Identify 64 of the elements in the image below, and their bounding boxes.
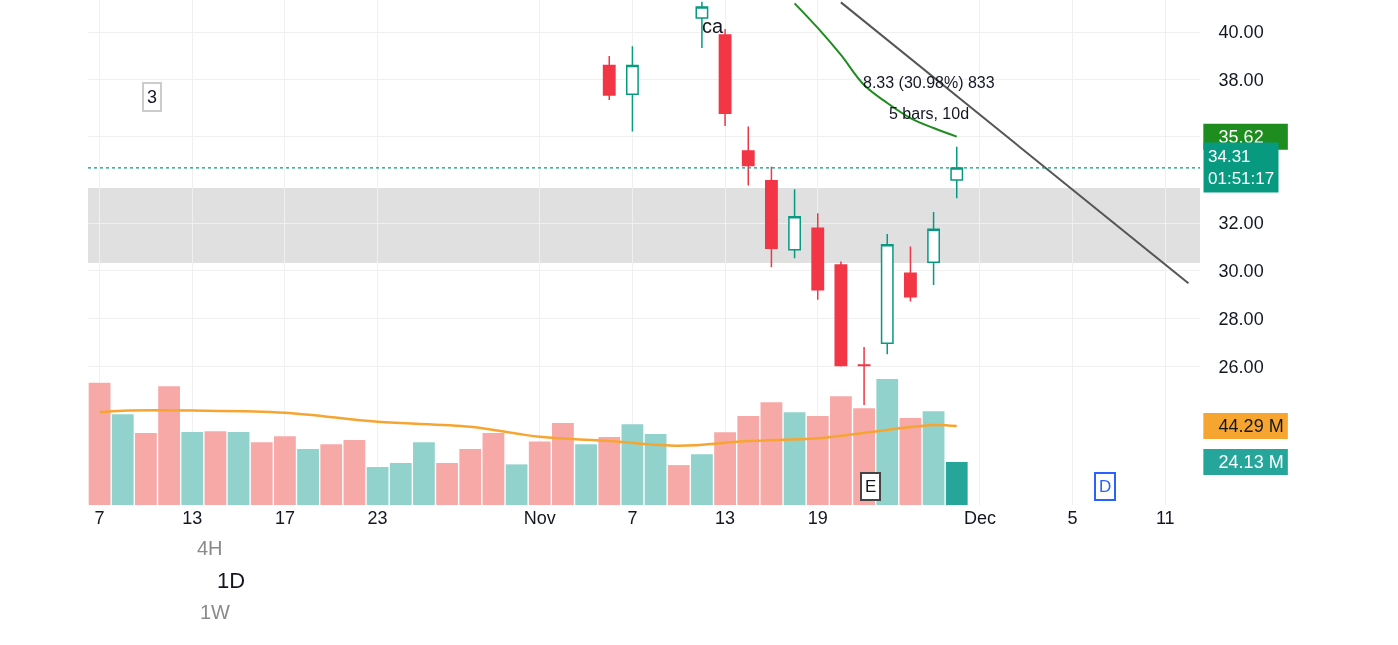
bar [899,418,922,505]
y-tick-label: 28.00 [1218,308,1264,329]
line-series [98,409,958,447]
annotation: ca [702,15,724,37]
annotation: 5 bars, 10d [889,105,970,122]
y-tick-label: 30.00 [1218,261,1264,282]
y-tick-label: 38.00 [1218,70,1264,91]
bar [320,444,343,505]
x-tick-label: Nov [523,508,556,528]
x-tick-label: 19 [807,508,828,528]
bar [922,411,945,505]
bar [366,467,389,505]
bar [667,465,690,505]
y-tick-label: 35.62 [1218,126,1264,147]
text: 4H [197,537,223,559]
text: 1D [217,568,246,593]
bar [644,434,667,505]
x-tick-label: 11 [1155,508,1175,528]
y2-tick-label: 24.13 M [1218,452,1284,473]
bar [760,402,783,505]
x-tick-label: 23 [367,508,388,528]
candlestick [602,55,616,101]
bar [783,412,806,505]
bar [343,439,366,505]
bar [88,382,111,505]
x-tick-label: 7 [94,508,105,528]
y-tick-label: 26.00 [1218,356,1264,377]
text: 1W [200,601,231,623]
x-tick-label: 13 [182,508,203,528]
bar [598,436,621,505]
y-tick-label: 32.00 [1218,213,1264,234]
candlestick [834,260,848,368]
annotation: E [865,477,877,496]
bar [204,431,227,505]
x-tick-label: Dec [963,508,996,528]
bar [297,449,319,505]
bar [505,464,528,505]
y-tick-label: 40.00 [1218,22,1264,43]
bar [227,431,250,505]
x-tick-label: 17 [274,508,295,528]
bar [945,462,968,505]
candlestick [880,233,894,356]
bar [575,444,597,505]
candlestick [625,45,639,133]
y2-tick-label: 44.29 M [1218,416,1284,437]
candlestick [903,245,917,303]
ref-line-label: 34.31 01:51:17 [1208,147,1275,189]
annotation: D [1099,477,1112,496]
bar [691,454,713,505]
candlestick [857,346,871,406]
candlestick [764,165,778,269]
candlestick [927,211,941,286]
candlestick [788,188,802,259]
bar [111,414,134,505]
x-tick-label: 5 [1067,508,1078,528]
x-tick-label: 7 [627,508,638,528]
candlestick [741,125,755,187]
candlestick [811,212,825,301]
annotation: 3 [147,87,158,107]
x-tick-label: 13 [715,508,736,528]
bar [482,433,505,505]
bar [181,431,204,505]
bar [621,424,644,505]
bar [876,379,899,505]
